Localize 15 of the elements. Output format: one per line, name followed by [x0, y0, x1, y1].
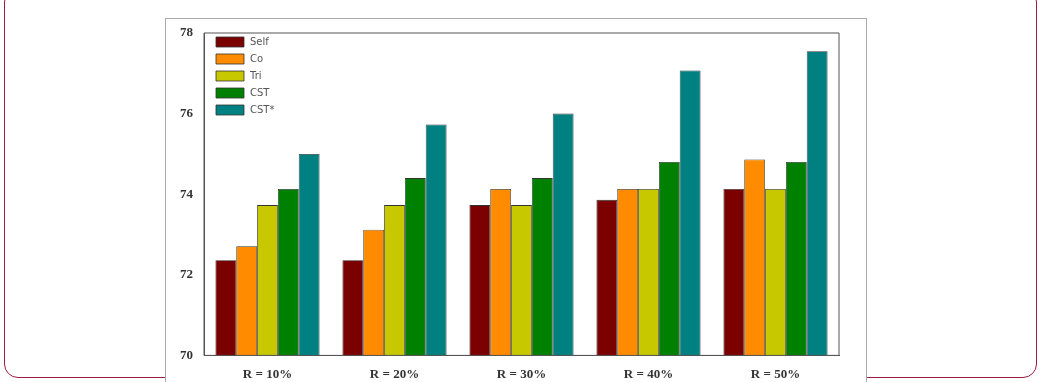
legend-label: CST*: [250, 103, 275, 115]
x-tick-label: R = 20%: [369, 365, 420, 381]
y-tick-label: 78: [180, 24, 194, 40]
legend-label: Self: [250, 35, 270, 47]
y-tick-label: 76: [180, 104, 194, 120]
legend-label: CST: [250, 86, 271, 98]
x-tick-label: R = 50%: [750, 365, 801, 381]
legend-label: Tri: [249, 69, 262, 81]
y-tick-label: 70: [180, 346, 193, 362]
x-tick-label: R = 10%: [242, 365, 293, 381]
x-tick-label: R = 30%: [496, 365, 547, 381]
y-tick-label: 74: [180, 185, 194, 201]
y-tick-label: 72: [180, 266, 193, 282]
legend-label: Co: [250, 52, 264, 64]
x-tick-label: R = 40%: [623, 365, 674, 381]
